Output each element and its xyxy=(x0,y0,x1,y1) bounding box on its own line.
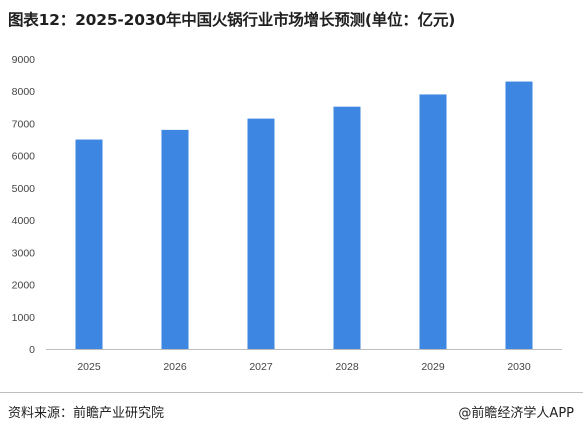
y-tick-label: 6000 xyxy=(12,151,36,163)
y-axis-ticks: 0 1000 2000 3000 4000 5000 6000 7000 8000 9000 xyxy=(12,54,36,356)
bars xyxy=(75,81,533,350)
y-tick-label: 9000 xyxy=(12,54,36,66)
bar-2026 xyxy=(161,129,189,349)
bar-2030 xyxy=(505,81,533,350)
x-tick-label: 2027 xyxy=(249,361,273,373)
source-note: 资料来源：前瞻产业研究院 xyxy=(8,406,165,421)
footer: 资料来源：前瞻产业研究院 @前瞻经济学人APP xyxy=(0,392,583,431)
y-tick-label: 8000 xyxy=(12,86,36,98)
bar-2025 xyxy=(75,139,103,349)
chart-title: 图表12：2025-2030年中国火锅行业市场增长预测(单位：亿元) xyxy=(8,11,456,29)
x-tick-label: 2030 xyxy=(507,361,531,373)
y-tick-label: 1000 xyxy=(12,312,36,324)
x-tick-label: 2029 xyxy=(421,361,445,373)
y-tick-label: 5000 xyxy=(12,183,36,195)
x-tick-label: 2028 xyxy=(335,361,359,373)
brand-credit: @前瞻经济学人APP xyxy=(458,406,574,421)
y-tick-label: 3000 xyxy=(12,247,36,259)
x-tick-label: 2026 xyxy=(163,361,187,373)
bar-chart: 0 1000 2000 3000 4000 5000 6000 7000 8000 9000 20… xyxy=(12,54,562,373)
y-tick-label: 2000 xyxy=(12,280,36,292)
y-tick-label: 0 xyxy=(29,344,35,356)
bar-2027 xyxy=(247,118,275,349)
x-tick-label: 2025 xyxy=(77,361,101,373)
y-tick-label: 4000 xyxy=(12,215,36,227)
x-axis-ticks: 2025 2026 2027 2028 2029 2030 xyxy=(77,361,531,373)
bar-2029 xyxy=(419,94,447,349)
bar-2028 xyxy=(333,106,361,349)
y-tick-label: 7000 xyxy=(12,118,36,130)
